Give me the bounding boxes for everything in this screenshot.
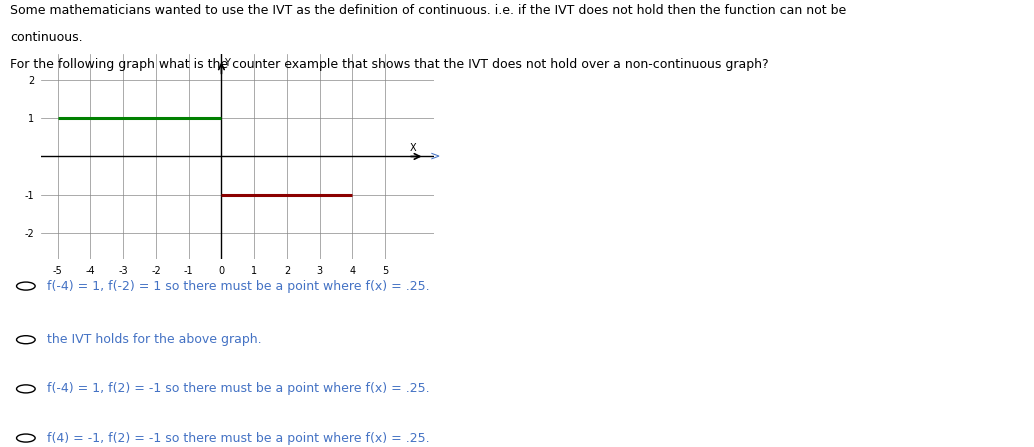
Text: f(4) = -1, f(2) = -1 so there must be a point where f(x) = .25.: f(4) = -1, f(2) = -1 so there must be a … <box>47 431 429 445</box>
Text: For the following graph what is the counter example that shows that the IVT does: For the following graph what is the coun… <box>10 58 769 71</box>
Text: continuous.: continuous. <box>10 31 83 44</box>
Text: f(-4) = 1, f(-2) = 1 so there must be a point where f(x) = .25.: f(-4) = 1, f(-2) = 1 so there must be a … <box>47 279 429 293</box>
Text: >: > <box>429 150 439 163</box>
Text: X: X <box>409 143 417 153</box>
Text: Some mathematicians wanted to use the IVT as the definition of continuous. i.e. : Some mathematicians wanted to use the IV… <box>10 4 847 17</box>
Text: Y: Y <box>224 58 231 68</box>
Text: f(-4) = 1, f(2) = -1 so there must be a point where f(x) = .25.: f(-4) = 1, f(2) = -1 so there must be a … <box>47 382 429 396</box>
Text: the IVT holds for the above graph.: the IVT holds for the above graph. <box>47 333 262 346</box>
